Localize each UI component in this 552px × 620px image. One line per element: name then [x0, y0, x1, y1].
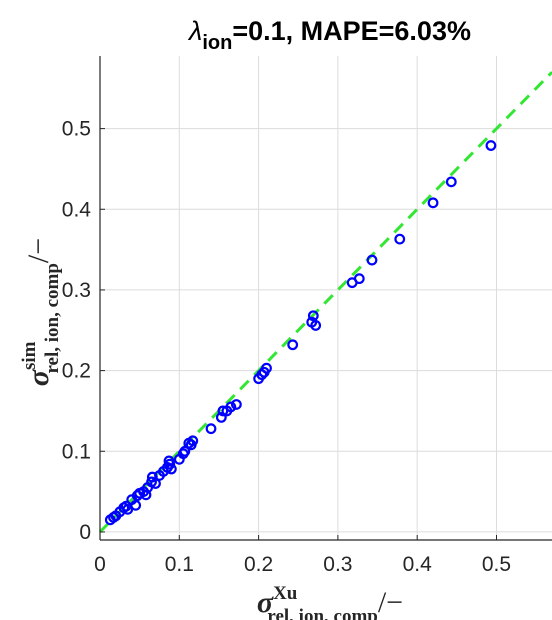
y-tick-label: 0.3 [62, 279, 91, 302]
data-point [427, 197, 439, 209]
data-point [366, 254, 378, 266]
chart-title: λion=0.1, MAPE=6.03% [187, 16, 471, 54]
data-point [217, 405, 229, 417]
y-tick-label: 0.1 [62, 440, 91, 463]
data-point [187, 435, 199, 447]
x-tick-label: 0.5 [482, 553, 511, 576]
y-axis-label-group: σsim rel, ion, comp/− [19, 238, 63, 386]
y-tick-label: 0.4 [62, 198, 92, 221]
data-point [130, 499, 142, 511]
data-point [230, 399, 242, 410]
data-point [485, 140, 497, 151]
x-tick-label: 0.1 [165, 553, 194, 576]
data-point [122, 503, 134, 515]
y-tick-label: 0.2 [62, 360, 91, 383]
data-point [165, 463, 177, 475]
data-points [104, 140, 497, 526]
data-point [353, 273, 365, 285]
reference-line-group [98, 71, 552, 533]
data-point [215, 411, 227, 423]
y-axis-label: σsim rel, ion, comp/− [19, 238, 63, 386]
y-tick-label: 0 [79, 521, 91, 544]
x-tick-label: 0.4 [403, 553, 433, 576]
reference-line [98, 71, 552, 533]
data-point [445, 176, 457, 188]
tick-labels: 0 0.1 0.2 0.3 0.4 0.5 0 0.1 0.2 0.3 0.4 0.5 [62, 118, 511, 576]
data-point [261, 362, 272, 374]
x-tick-label: 0.3 [323, 553, 352, 576]
data-point [225, 401, 237, 413]
grid-lines [100, 56, 552, 540]
data-point [307, 310, 319, 322]
data-point [394, 233, 406, 245]
y-tick-label: 0.5 [62, 118, 91, 141]
data-point [205, 423, 217, 435]
x-tick-label: 0.2 [244, 553, 273, 576]
x-axis-label: σXu rel, ion, comp/− [257, 583, 403, 620]
data-point [310, 320, 322, 331]
data-point [179, 445, 191, 457]
data-point [287, 339, 299, 351]
data-point [150, 478, 161, 489]
data-point [164, 458, 176, 470]
axes [99, 56, 552, 541]
x-tick-label: 0 [94, 553, 106, 576]
